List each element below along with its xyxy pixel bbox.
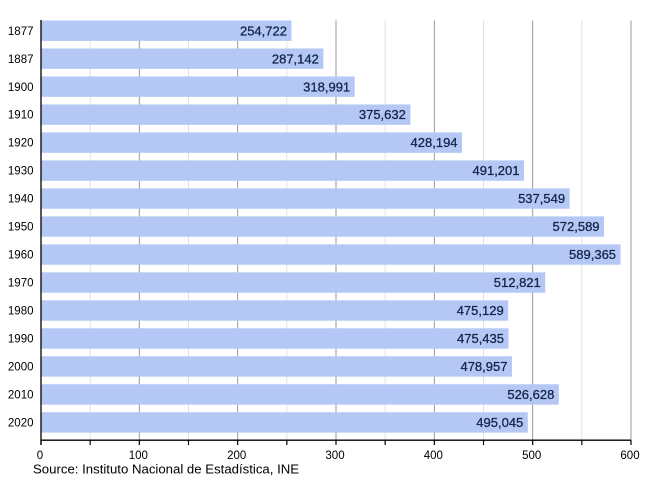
svg-text:200: 200	[227, 450, 246, 462]
svg-text:1960: 1960	[8, 250, 34, 262]
svg-text:537,549: 537,549	[518, 191, 565, 206]
svg-text:318,991: 318,991	[303, 79, 350, 94]
svg-text:2020: 2020	[8, 418, 34, 430]
svg-text:1970: 1970	[8, 278, 34, 290]
svg-text:1877: 1877	[8, 26, 34, 38]
svg-text:495,045: 495,045	[476, 415, 523, 430]
svg-text:2000: 2000	[8, 362, 34, 374]
svg-text:Source: Instituto Nacional de: Source: Instituto Nacional de Estadístic…	[33, 462, 299, 477]
svg-text:475,129: 475,129	[457, 303, 504, 318]
svg-text:1910: 1910	[8, 110, 34, 122]
svg-text:1887: 1887	[8, 54, 34, 66]
svg-text:572,589: 572,589	[553, 219, 600, 234]
svg-text:375,632: 375,632	[359, 107, 406, 122]
svg-text:475,435: 475,435	[457, 331, 504, 346]
svg-text:589,365: 589,365	[569, 247, 616, 262]
svg-text:254,722: 254,722	[240, 23, 287, 38]
svg-text:0: 0	[37, 450, 43, 462]
svg-text:300: 300	[325, 450, 344, 462]
svg-text:1950: 1950	[8, 222, 34, 234]
svg-text:1990: 1990	[8, 334, 34, 346]
svg-text:491,201: 491,201	[473, 163, 520, 178]
svg-text:100: 100	[129, 450, 148, 462]
svg-text:1980: 1980	[8, 306, 34, 318]
svg-text:512,821: 512,821	[494, 275, 541, 290]
svg-text:526,628: 526,628	[507, 387, 554, 402]
svg-text:428,194: 428,194	[411, 135, 458, 150]
svg-text:400: 400	[424, 450, 443, 462]
svg-text:500: 500	[522, 450, 541, 462]
svg-text:287,142: 287,142	[272, 51, 319, 66]
svg-text:1900: 1900	[8, 82, 34, 94]
svg-text:600: 600	[620, 450, 639, 462]
svg-text:478,957: 478,957	[460, 359, 507, 374]
svg-text:1930: 1930	[8, 166, 34, 178]
svg-text:2010: 2010	[8, 390, 34, 402]
svg-text:1940: 1940	[8, 194, 34, 206]
svg-text:1920: 1920	[8, 138, 34, 150]
